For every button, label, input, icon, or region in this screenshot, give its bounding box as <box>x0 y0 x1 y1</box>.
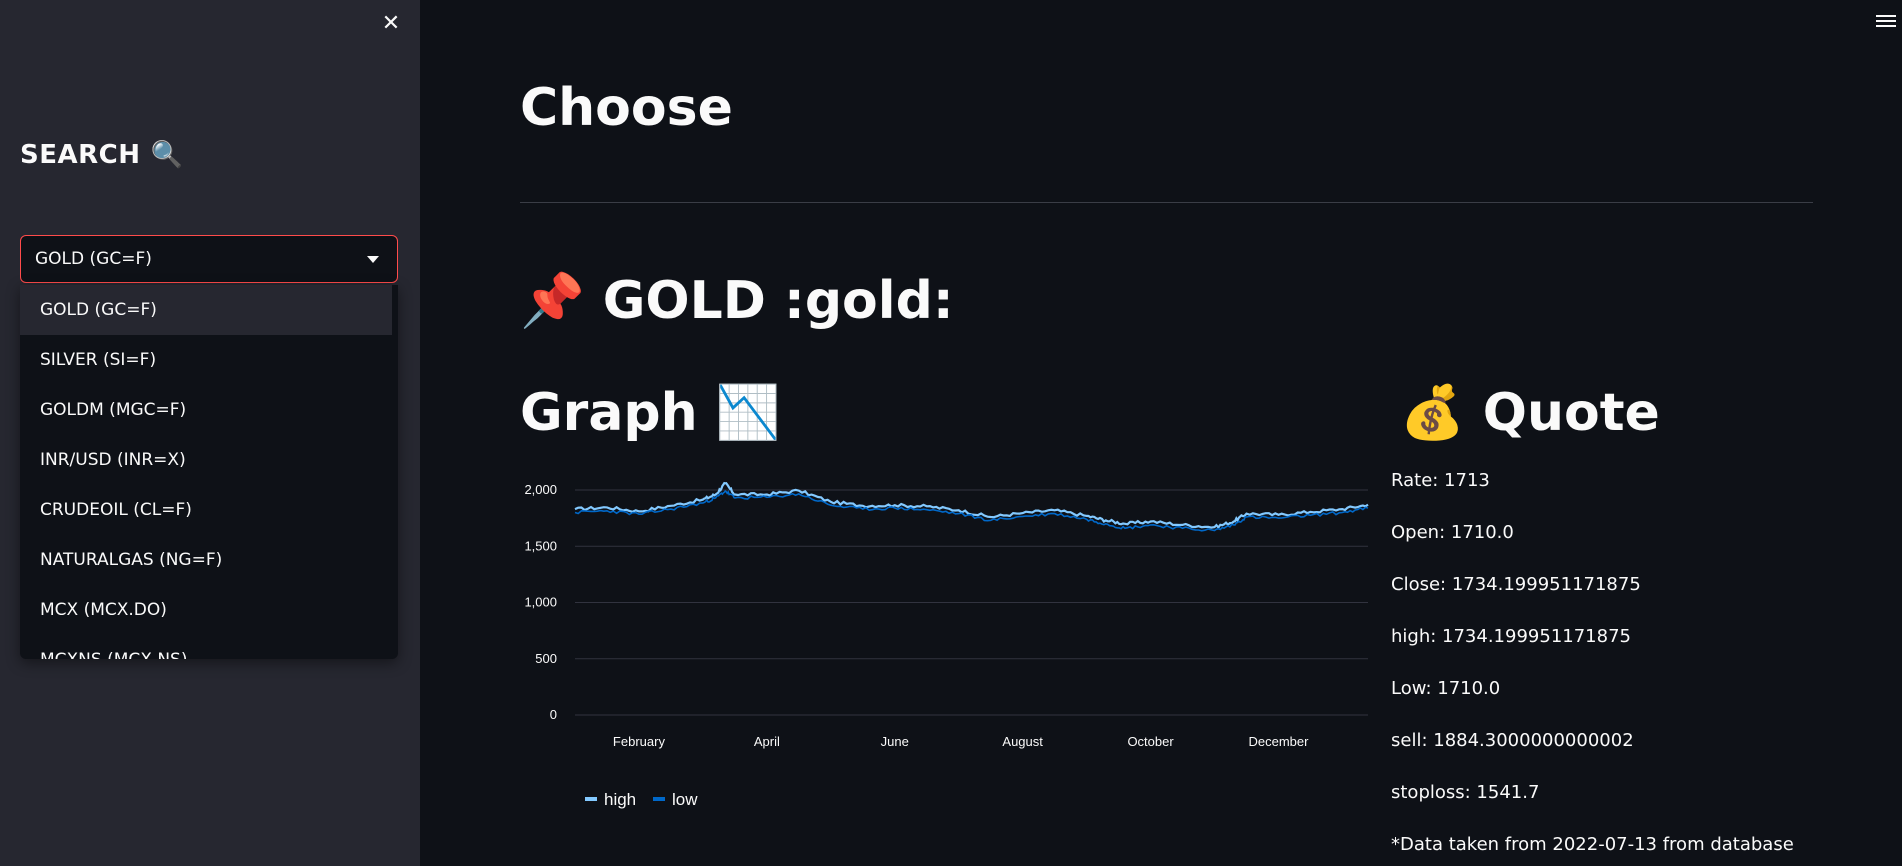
sidebar-title: SEARCH 🔍 <box>20 140 183 170</box>
chart-grid <box>575 489 1368 716</box>
legend-label-low: low <box>672 790 698 809</box>
asset-heading: 📌 GOLD :gold: <box>520 270 954 332</box>
y-tick-label: 1,500 <box>524 538 557 553</box>
x-tick-label: August <box>1002 734 1043 749</box>
hamburger-icon <box>1876 15 1896 17</box>
dropdown-option[interactable]: SILVER (SI=F) <box>40 350 157 370</box>
legend-label-high: high <box>604 790 636 809</box>
x-tick-label: June <box>881 734 909 749</box>
graph-heading-text: Graph <box>520 382 698 443</box>
graph-heading: Graph 📉 <box>520 382 781 444</box>
page-heading: Choose <box>520 78 733 138</box>
series-line-high <box>574 481 1369 530</box>
y-tick-label: 1,000 <box>524 595 557 610</box>
quote-high: high: 1734.199951171875 <box>1391 626 1631 647</box>
chart-decreasing-icon: 📉 <box>715 383 781 443</box>
close-sidebar-button[interactable]: ✕ <box>376 8 406 38</box>
search-icon: 🔍 <box>150 140 184 170</box>
y-tick-label: 0 <box>550 707 557 722</box>
asset-heading-text: GOLD :gold: <box>602 270 954 331</box>
dropdown-option[interactable]: MCX (MCX.DO) <box>40 600 167 620</box>
quote-rate: Rate: 1713 <box>1391 470 1490 491</box>
sidebar-title-text: SEARCH <box>20 140 141 170</box>
quote-footnote: *Data taken from 2022-07-13 from databas… <box>1391 834 1794 855</box>
money-bag-icon: 💰 <box>1400 383 1465 443</box>
quote-heading-text: Quote <box>1482 382 1660 443</box>
dropdown-option[interactable]: NATURALGAS (NG=F) <box>40 550 223 570</box>
sidebar: ✕ SEARCH 🔍 GOLD (GC=F) GOLD (GC=F) SILVE… <box>0 0 420 866</box>
legend-swatch-high <box>585 797 597 801</box>
x-tick-label: April <box>754 734 780 749</box>
x-axis-ticks: February April June August October December <box>613 734 1309 749</box>
series-line-low <box>574 490 1369 532</box>
dropdown-option[interactable]: MCXNS (MCX.NS) <box>20 635 398 659</box>
main-menu-button[interactable] <box>1876 12 1896 32</box>
pushpin-icon: 📌 <box>520 271 585 331</box>
divider <box>520 202 1813 203</box>
dropdown-option[interactable]: GOLDM (MGC=F) <box>40 400 187 420</box>
line-chart[interactable]: 0 500 1,000 1,500 2,000 February April June Aug… <box>520 470 1380 820</box>
quote-heading: 💰 Quote <box>1400 382 1660 444</box>
chevron-down-icon <box>367 255 379 263</box>
quote-stoploss: stoploss: 1541.7 <box>1391 782 1540 803</box>
dropdown-option[interactable]: GOLD (GC=F) <box>20 285 392 335</box>
y-tick-label: 500 <box>535 651 557 666</box>
quote-sell: sell: 1884.3000000000002 <box>1391 730 1634 751</box>
y-tick-label: 2,000 <box>524 482 557 497</box>
chart-legend: high low <box>585 790 698 809</box>
dropdown-menu: GOLD (GC=F) SILVER (SI=F) GOLDM (MGC=F) … <box>20 285 398 659</box>
dropdown-option[interactable]: INR/USD (INR=X) <box>40 450 186 470</box>
quote-close: Close: 1734.199951171875 <box>1391 574 1641 595</box>
close-icon: ✕ <box>381 10 401 36</box>
quote-open: Open: 1710.0 <box>1391 522 1514 543</box>
y-axis-ticks: 0 500 1,000 1,500 2,000 <box>524 482 557 722</box>
x-tick-label: October <box>1127 734 1174 749</box>
symbol-select[interactable]: GOLD (GC=F) <box>20 235 398 283</box>
legend-swatch-low <box>653 797 665 801</box>
quote-low: Low: 1710.0 <box>1391 678 1501 699</box>
x-tick-label: February <box>613 734 666 749</box>
x-tick-label: December <box>1248 734 1309 749</box>
dropdown-option[interactable]: CRUDEOIL (CL=F) <box>40 500 192 520</box>
select-value: GOLD (GC=F) <box>35 249 152 269</box>
